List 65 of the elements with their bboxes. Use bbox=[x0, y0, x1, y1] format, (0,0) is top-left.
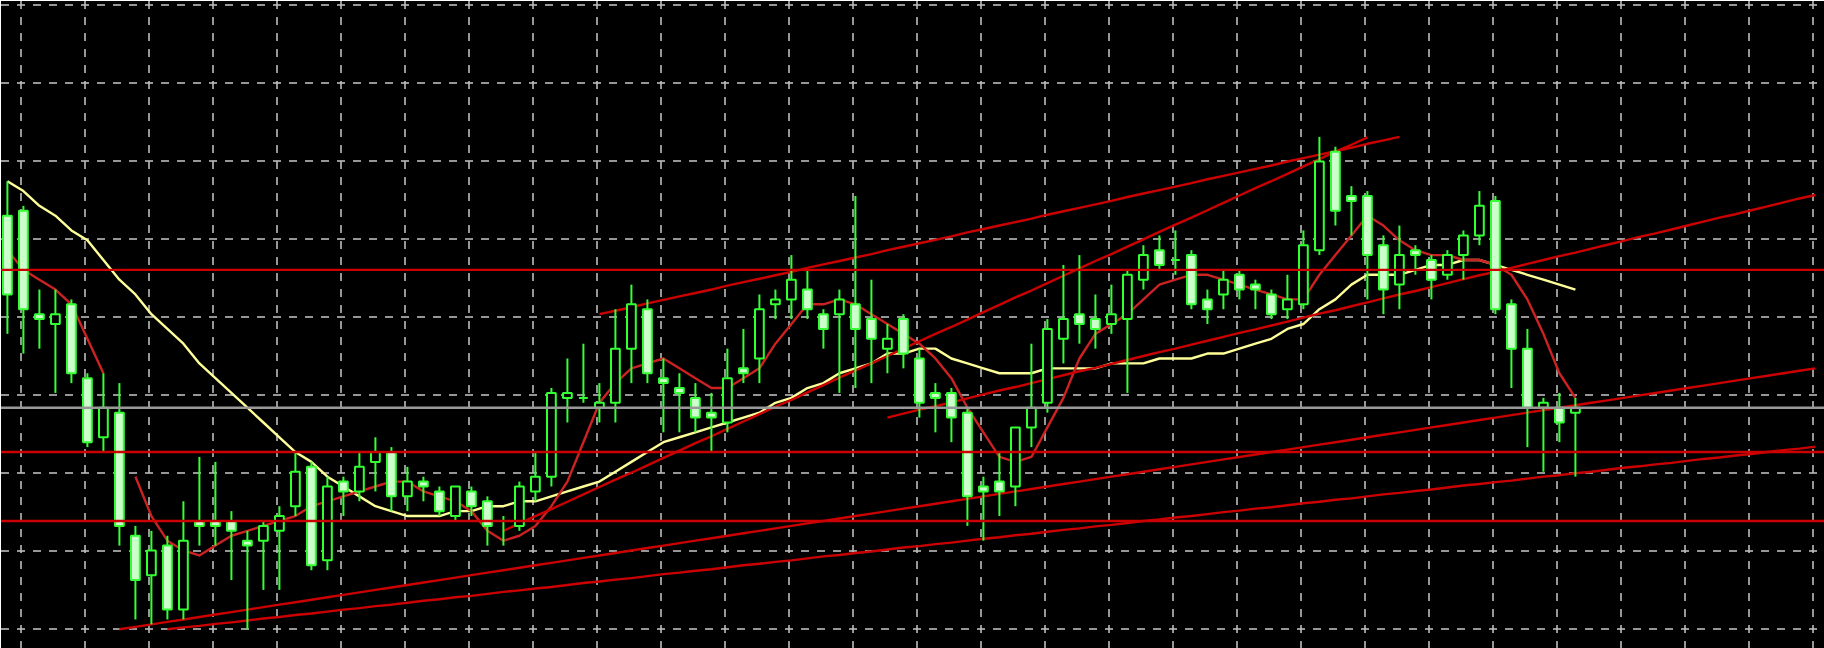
candlestick bbox=[658, 357, 669, 434]
candlestick bbox=[514, 480, 525, 532]
candlestick bbox=[1058, 263, 1069, 365]
candlestick bbox=[1442, 249, 1453, 281]
candlestick bbox=[1458, 229, 1469, 281]
candlestick bbox=[450, 485, 461, 522]
candlestick bbox=[1378, 234, 1389, 316]
candlestick bbox=[1074, 254, 1085, 345]
candlestick bbox=[1426, 254, 1437, 301]
candlestick bbox=[978, 475, 989, 542]
candlestick bbox=[482, 495, 493, 547]
candlestick bbox=[1410, 244, 1421, 276]
candlestick bbox=[786, 254, 797, 321]
candlestick bbox=[1218, 268, 1229, 311]
candlestick bbox=[690, 382, 701, 434]
candlestick bbox=[850, 194, 861, 390]
candlestick bbox=[930, 382, 941, 434]
candlestick bbox=[530, 451, 541, 503]
candlestick bbox=[34, 288, 45, 350]
candlestick bbox=[1154, 234, 1165, 271]
candlestick bbox=[1234, 268, 1245, 301]
candlestick bbox=[1122, 268, 1133, 394]
candlestick bbox=[386, 446, 397, 513]
candlestick bbox=[898, 313, 909, 370]
candlestick bbox=[866, 278, 877, 385]
candlestick bbox=[466, 485, 477, 518]
candlestick bbox=[130, 524, 141, 621]
candlestick bbox=[706, 391, 717, 454]
candlestick bbox=[1346, 185, 1357, 237]
candlestick bbox=[338, 475, 349, 518]
candlestick bbox=[1282, 273, 1293, 321]
candlestick bbox=[418, 475, 429, 503]
candlestick bbox=[290, 451, 301, 518]
candlestick bbox=[914, 347, 925, 419]
candlestick bbox=[258, 519, 269, 591]
candlestick bbox=[770, 288, 781, 321]
candlestick bbox=[834, 288, 845, 394]
candlestick bbox=[1506, 298, 1517, 390]
candlestick bbox=[626, 283, 637, 385]
candlestick bbox=[1202, 288, 1213, 326]
candlestick bbox=[946, 387, 957, 444]
candlestick bbox=[1394, 224, 1405, 311]
candlestick bbox=[738, 327, 749, 385]
candlestick bbox=[274, 505, 285, 591]
candlestick bbox=[1266, 288, 1277, 321]
candlestick bbox=[1138, 244, 1149, 291]
candlestick bbox=[50, 288, 61, 394]
candlestick bbox=[434, 485, 445, 518]
candlestick bbox=[722, 347, 733, 434]
candlestick bbox=[994, 451, 1005, 518]
candlestick bbox=[882, 323, 893, 375]
candlestick bbox=[354, 451, 365, 503]
candlestick bbox=[146, 529, 157, 626]
candlestick bbox=[674, 372, 685, 434]
candlestick bbox=[802, 268, 813, 321]
candlestick bbox=[1106, 283, 1117, 335]
candlestick bbox=[1250, 278, 1261, 311]
candlestick bbox=[402, 465, 413, 513]
candlestick bbox=[1026, 342, 1037, 449]
candlestick bbox=[98, 372, 109, 454]
candlestick bbox=[1474, 190, 1485, 247]
candlestick bbox=[242, 529, 253, 631]
candlestick bbox=[818, 308, 829, 350]
candlestick bbox=[1090, 293, 1101, 350]
candlestick bbox=[562, 357, 573, 424]
